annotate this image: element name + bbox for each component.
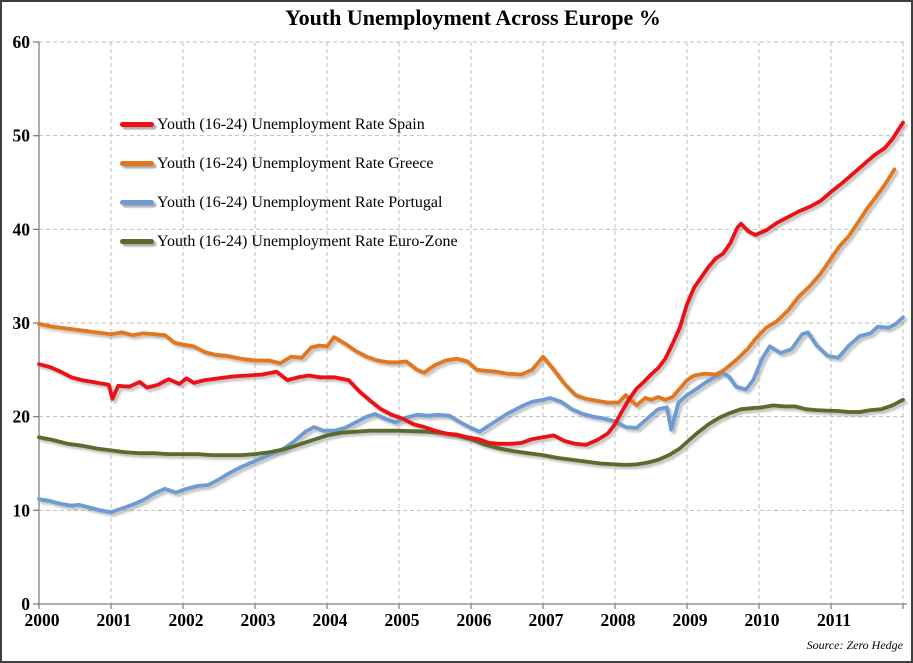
source-credit: Source: Zero Hedge [806,638,903,652]
series-line-portugal [37,315,905,515]
legend-item-eurozone: Youth (16-24) Unemployment Rate Euro-Zon… [120,222,458,261]
y-tick-label-20: 20 [13,407,31,427]
tick-labels: 0 10 20 30 40 50 60 2000 2001 2002 2003 2004 2005 200… [13,32,852,630]
y-tick-label-40: 40 [13,219,31,239]
y-tick-label-30: 30 [13,313,31,333]
x-tick-label-2003: 2003 [241,610,276,630]
gridlines [39,41,907,604]
x-tick-label-2008: 2008 [601,610,636,630]
x-tick-label-2009: 2009 [673,610,708,630]
x-tick-label-2002: 2002 [169,610,204,630]
y-tick-label-50: 50 [13,126,31,146]
series-shadow-eurozone [39,400,908,470]
x-tick-label-2004: 2004 [313,610,348,630]
greece-line-swatch-icon [120,161,154,166]
legend-item-spain: Youth (16-24) Unemployment Rate Spain [120,105,458,144]
legend-item-portugal: Youth (16-24) Unemployment Rate Portugal [120,183,458,222]
y-tick-label-0: 0 [21,594,30,614]
x-tick-label-2001: 2001 [97,610,132,630]
legend-label-portugal: Youth (16-24) Unemployment Rate Portugal [157,193,443,211]
legend-item-greece: Youth (16-24) Unemployment Rate Greece [120,144,458,183]
x-tick-label-2007: 2007 [529,610,564,630]
x-tick-label-2005: 2005 [385,610,420,630]
legend-label-spain: Youth (16-24) Unemployment Rate Spain [157,115,425,133]
legend-label-eurozone: Youth (16-24) Unemployment Rate Euro-Zon… [157,232,458,250]
x-tick-label-2000: 2000 [25,610,60,630]
series-shadow-portugal [39,318,908,517]
series-line-spain [37,120,905,447]
x-tick-label-2011: 2011 [817,610,851,630]
x-tick-label-2006: 2006 [457,610,492,630]
spain-line-swatch-icon [120,122,154,127]
series-line-greece [37,167,897,408]
legend-label-greece: Youth (16-24) Unemployment Rate Greece [157,154,434,172]
chart-title: Youth Unemployment Across Europe % [285,5,661,30]
series-shadow-spain [39,123,908,450]
eurozone-line-swatch-icon [120,239,154,244]
series-line-eurozone [37,397,905,467]
portugal-line-swatch-icon [120,200,154,205]
x-tick-label-2010: 2010 [745,610,780,630]
y-tick-label-60: 60 [13,32,31,52]
y-tick-label-10: 10 [13,500,31,520]
legend: Youth (16-24) Unemployment Rate Spain Yo… [120,105,458,261]
series-lines [37,120,905,515]
